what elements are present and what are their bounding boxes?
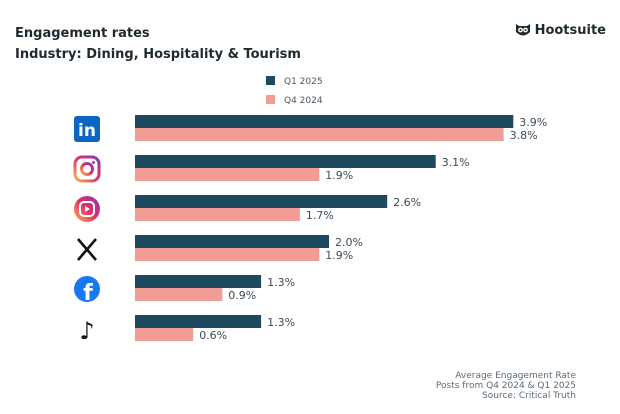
bar (135, 235, 329, 248)
chart-subtitle: Industry: Dining, Hospitality & Tourism (15, 47, 301, 62)
legend-label: Q4 2024 (284, 96, 323, 106)
data-label: 3.9% (519, 116, 547, 129)
bar (135, 328, 194, 341)
legend-swatch (266, 95, 275, 104)
bar (135, 168, 320, 181)
data-label: 1.9% (325, 249, 353, 262)
footer-line: Average Engagement Rate (455, 371, 576, 381)
data-label: 1.9% (325, 169, 353, 182)
bar (135, 248, 320, 261)
data-label: 0.9% (228, 289, 256, 302)
linkedin-icon: in (74, 116, 100, 142)
hootsuite-logo: Hootsuite (514, 22, 606, 38)
legend-label: Q1 2025 (284, 77, 323, 87)
svg-text:♪: ♪ (79, 317, 94, 345)
data-label: 3.8% (510, 129, 538, 142)
logo-text: Hootsuite (534, 22, 606, 38)
bar (135, 288, 223, 301)
data-label: 2.6% (393, 196, 421, 209)
bar (135, 155, 436, 168)
svg-text:f: f (83, 281, 93, 306)
bar (135, 275, 262, 288)
data-label: 1.7% (306, 209, 334, 222)
bar (135, 208, 300, 221)
legend-swatch (266, 76, 275, 85)
data-label: 0.6% (199, 329, 227, 342)
owl-icon (515, 24, 530, 36)
bar (135, 195, 388, 208)
instagram-reels-icon (74, 196, 100, 222)
chart-title: Engagement rates (15, 26, 150, 41)
data-label: 1.3% (267, 276, 295, 289)
instagram-icon (73, 155, 101, 183)
data-label: 3.1% (442, 156, 470, 169)
x-icon (77, 238, 97, 261)
bar (135, 315, 262, 328)
tiktok-icon: ♪ (79, 317, 94, 345)
svg-text:in: in (78, 121, 96, 141)
facebook-icon: f (74, 276, 100, 306)
data-label: 2.0% (335, 236, 363, 249)
data-label: 1.3% (267, 316, 295, 329)
bar (135, 128, 504, 141)
chart-footer: Average Engagement Rate Posts from Q4 20… (436, 371, 576, 401)
bar (135, 115, 514, 128)
footer-line: Source: Critical Truth (482, 391, 576, 401)
footer-line: Posts from Q4 2024 & Q1 2025 (435, 381, 576, 391)
